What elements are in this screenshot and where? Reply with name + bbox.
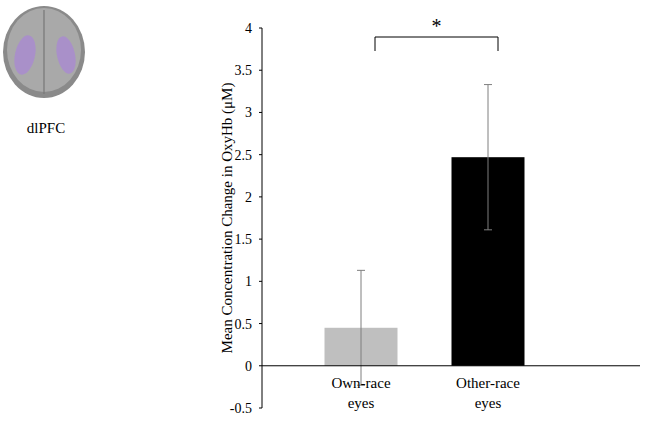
x-tick-label: Other-raceeyes xyxy=(456,375,520,411)
dlpfc-right xyxy=(53,35,79,76)
x-tick-label: Own-raceeyes xyxy=(331,375,390,411)
y-tick-label: 3 xyxy=(245,105,252,120)
y-tick xyxy=(259,281,262,282)
brain-icon xyxy=(3,6,85,98)
y-tick xyxy=(259,323,262,324)
chart-root: dlPFC -0.5 0 0.5 1 1.5 2 2.5 3 3.5 4 Mean Concentra… xyxy=(0,0,662,442)
y-tick xyxy=(259,154,262,155)
dlpfc-left xyxy=(11,33,39,76)
error-bar xyxy=(484,85,492,230)
y-tick-label: 0 xyxy=(245,359,252,374)
y-tick-label: 1 xyxy=(245,274,252,289)
y-tick xyxy=(259,28,262,29)
region-label: dlPFC xyxy=(27,120,65,136)
y-axis-label: Mean Concentration Change in OxyHb (μM) xyxy=(219,83,236,354)
y-tick-label: 2 xyxy=(245,190,252,205)
y-tick xyxy=(259,70,262,71)
y-tick-label: 2.5 xyxy=(235,148,253,163)
y-tick-label: 1.5 xyxy=(235,232,253,247)
error-bar xyxy=(357,270,365,385)
y-tick-label: 3.5 xyxy=(235,63,253,78)
y-tick xyxy=(259,239,262,240)
significance-bracket xyxy=(375,37,498,51)
x-axis xyxy=(262,365,640,366)
y-tick-label: 4 xyxy=(245,21,252,36)
y-tick-label: 0.5 xyxy=(235,317,253,332)
y-axis xyxy=(262,28,263,408)
brain-fissure xyxy=(43,10,44,94)
marks xyxy=(325,85,525,386)
brain-shape xyxy=(3,6,85,98)
y-tick xyxy=(259,112,262,113)
y-tick xyxy=(259,196,262,197)
y-tick xyxy=(259,408,262,409)
chart-svg: dlPFC -0.5 0 0.5 1 1.5 2 2.5 3 3.5 4 Mean Concentra… xyxy=(0,0,662,442)
significance-label: * xyxy=(432,15,442,37)
y-tick xyxy=(259,365,262,366)
y-tick-label: -0.5 xyxy=(230,401,252,416)
